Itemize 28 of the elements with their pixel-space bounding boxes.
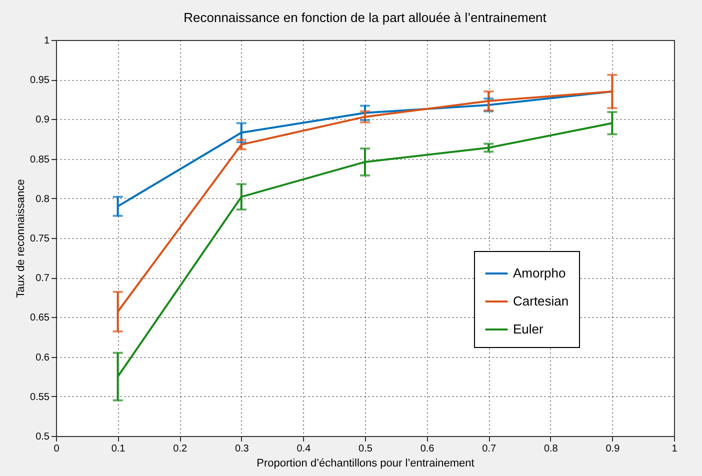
x-tick-label: 0.1 — [111, 444, 126, 454]
y-tick-label: 0.8 — [36, 194, 50, 205]
y-tick-label: 0.65 — [30, 312, 50, 324]
x-tick-label: 0.2 — [173, 444, 188, 454]
x-tick-label: 1 — [672, 444, 678, 454]
y-tick-label: 0.9 — [36, 114, 50, 126]
x-tick-label: 0.3 — [234, 444, 250, 454]
x-tick-label: 0 — [54, 444, 60, 454]
y-axis-title: Taux de reconnaissance — [15, 179, 28, 298]
chart-title: Reconnaissance en fonction de la part allouée à l’entrainement — [184, 10, 547, 25]
y-tick-label: 0.7 — [36, 273, 50, 284]
y-tick-label: 1 — [44, 36, 50, 46]
y-tick-label: 0.55 — [30, 392, 50, 403]
y-tick-label: 0.95 — [30, 75, 50, 86]
x-tick-label: 0.8 — [544, 444, 558, 454]
x-tick-label: 0.5 — [358, 444, 373, 454]
y-tick-label: 0.85 — [30, 154, 50, 166]
x-tick-label: 0.4 — [296, 444, 312, 454]
legend-label: Amorpho — [513, 266, 566, 280]
legend-label: Cartesian — [513, 294, 569, 308]
x-axis-title: Proportion d’échantillons pour l’entrainement — [256, 458, 474, 470]
x-tick-label: 0.9 — [606, 444, 620, 454]
x-tick-label: 0.7 — [482, 444, 496, 454]
y-tick-label: 0.75 — [30, 234, 50, 244]
y-tick-label: 0.6 — [36, 352, 50, 364]
legend-label: Euler — [513, 322, 544, 336]
x-tick-label: 0.6 — [420, 444, 435, 454]
y-tick-label: 0.5 — [36, 432, 50, 442]
